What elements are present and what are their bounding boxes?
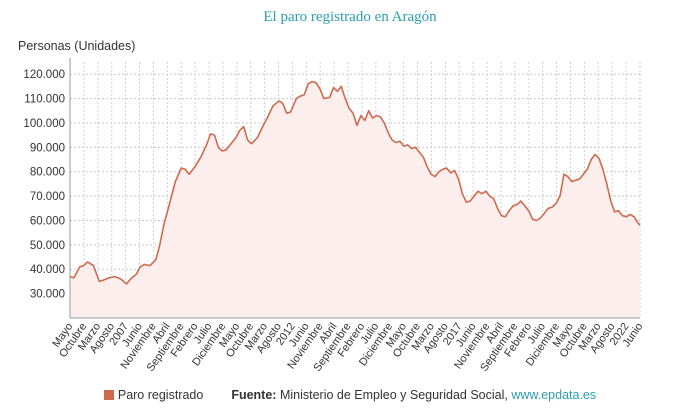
y-tick-label: 50.000 [30, 240, 65, 252]
source-text: Ministerio de Empleo y Seguridad Social, [279, 388, 508, 402]
chart-title: El paro registrado en Aragón [263, 9, 437, 25]
y-tick-label: 30.000 [30, 289, 65, 301]
source-link[interactable]: www.epdata.es [511, 388, 597, 402]
y-tick-label: 110.000 [24, 94, 65, 106]
y-tick-label: 100.000 [23, 118, 65, 130]
source-label: Fuente: [231, 388, 277, 402]
y-tick-label: 90.000 [30, 142, 65, 154]
y-tick-label: 40.000 [30, 264, 65, 276]
y-tick-label: 80.000 [30, 167, 65, 179]
legend: Paro registrado Fuente: Ministerio de Emp… [0, 388, 700, 402]
axis-layer [69, 58, 640, 319]
legend-label: Paro registrado [117, 388, 204, 402]
series-area [70, 81, 640, 318]
area-layer [69, 80, 641, 318]
y-tick-label: 60.000 [30, 215, 65, 227]
x-tick-labels: MayoOctubreMarzoAgosto2007JunioNoviembre… [50, 321, 645, 374]
series-line[interactable] [69, 80, 641, 285]
legend-swatch [103, 390, 114, 400]
y-axis-title: Personas (Unidades) [18, 39, 135, 53]
y-tick-labels: 30.000 40.000 50.000 60.000 70.000 80.000 90.0… [23, 69, 65, 300]
y-tick-label: 70.000 [30, 191, 65, 203]
y-tick-label: 120.000 [23, 69, 65, 81]
